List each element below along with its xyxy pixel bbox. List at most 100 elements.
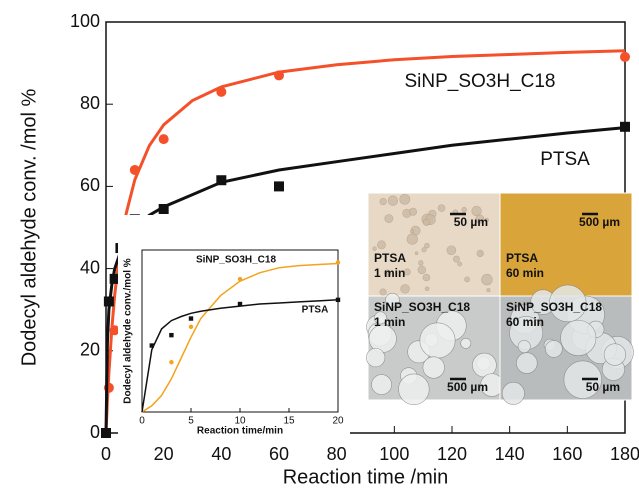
droplet — [383, 269, 392, 277]
x-tick-label: 0 — [101, 444, 111, 464]
y-tick-label: 60 — [80, 175, 100, 195]
y-axis-title: Dodecyl aldehyde conv./mol % — [123, 258, 134, 404]
data-point — [129, 164, 140, 175]
micrograph-time: 1 min — [374, 266, 405, 280]
data-point — [169, 359, 174, 365]
droplet — [385, 292, 400, 308]
fit-curve — [141, 299, 339, 413]
droplet — [410, 229, 415, 234]
data-point — [274, 70, 284, 81]
series-label: SiNP_SO3H_C18 — [196, 255, 276, 266]
data-point — [158, 204, 169, 215]
data-point — [188, 324, 194, 330]
droplet — [545, 340, 563, 358]
data-point — [188, 316, 194, 321]
x-tick-label: 5 — [188, 416, 194, 427]
micrograph-label: PTSA — [374, 251, 406, 265]
x-tick-label: 15 — [283, 416, 295, 427]
droplet — [406, 233, 418, 245]
droplet — [377, 240, 386, 250]
droplet — [399, 193, 411, 205]
scale-label: 50 µm — [586, 380, 620, 394]
droplet — [484, 217, 489, 223]
x-tick-label: 100 — [379, 444, 409, 464]
data-point — [101, 428, 111, 438]
data-point — [620, 121, 630, 132]
x-tick-label: 80 — [327, 444, 347, 464]
series-label: PTSA — [302, 305, 329, 316]
droplet — [387, 195, 399, 206]
droplet — [366, 348, 386, 368]
y-tick-label: 80 — [80, 93, 100, 113]
droplet — [371, 374, 392, 395]
droplet — [516, 352, 538, 374]
droplet — [379, 288, 387, 296]
scale-label: 500 µm — [579, 215, 620, 229]
micrograph-label: PTSA — [506, 251, 538, 265]
series-label: PTSA — [540, 149, 590, 170]
scale-label: 50 µm — [454, 215, 488, 229]
droplet — [384, 214, 394, 223]
micrograph-label: SiNP_SO3H_C18 — [506, 300, 602, 314]
y-tick-label: 40 — [80, 257, 100, 277]
x-tick-label: 140 — [495, 444, 525, 464]
droplet — [414, 251, 419, 256]
droplet — [481, 273, 493, 286]
droplet — [398, 373, 430, 405]
droplet — [422, 218, 431, 226]
droplet — [372, 246, 377, 251]
data-point — [109, 325, 120, 336]
droplet — [374, 311, 387, 325]
data-point — [274, 181, 284, 192]
x-tick-label: 120 — [437, 444, 467, 464]
droplet — [457, 261, 463, 267]
droplet — [424, 286, 430, 292]
droplet — [476, 249, 484, 258]
droplet — [486, 288, 491, 293]
data-point — [620, 51, 630, 62]
droplet — [517, 340, 531, 354]
series-label: SiNP_SO3H_C18 — [404, 71, 555, 92]
fit-curve — [141, 262, 339, 413]
data-point — [109, 273, 120, 284]
droplet — [461, 206, 467, 213]
micrograph — [499, 192, 633, 298]
data-point — [216, 175, 227, 186]
droplet — [424, 242, 430, 249]
data-point — [158, 134, 169, 145]
droplet — [437, 204, 446, 212]
x-tick-label: 0 — [139, 416, 145, 427]
x-tick-label: 160 — [552, 444, 582, 464]
droplet — [400, 284, 410, 294]
x-tick-label: 180 — [610, 444, 639, 464]
x-tick-label: 20 — [154, 444, 174, 464]
y-tick-label: 100 — [70, 11, 100, 31]
micrograph-time: 60 min — [506, 315, 544, 329]
droplet — [603, 343, 627, 366]
data-point — [335, 297, 341, 303]
y-axis-title: Dodecyl aldehyde conv. /mol % — [18, 89, 40, 367]
droplet — [471, 205, 482, 217]
x-tick-label: 10 — [234, 416, 246, 427]
x-axis-title: Reaction time/min — [197, 426, 283, 437]
data-point — [237, 276, 243, 282]
data-point — [216, 86, 227, 97]
data-point — [169, 332, 174, 338]
droplet — [408, 207, 417, 216]
droplet — [549, 284, 587, 323]
droplet — [422, 273, 431, 282]
droplet — [464, 276, 470, 283]
droplet — [421, 247, 427, 253]
droplet — [422, 356, 445, 379]
x-tick-label: 40 — [211, 444, 231, 464]
droplet — [419, 322, 456, 359]
x-tick-label: 60 — [269, 444, 289, 464]
droplet — [446, 245, 457, 256]
micrograph-label: SiNP_SO3H_C18 — [374, 300, 470, 314]
data-point — [149, 343, 154, 348]
droplet — [417, 265, 427, 275]
x-tick-label: 20 — [332, 416, 344, 427]
data-point — [103, 296, 114, 307]
droplet — [460, 337, 472, 349]
